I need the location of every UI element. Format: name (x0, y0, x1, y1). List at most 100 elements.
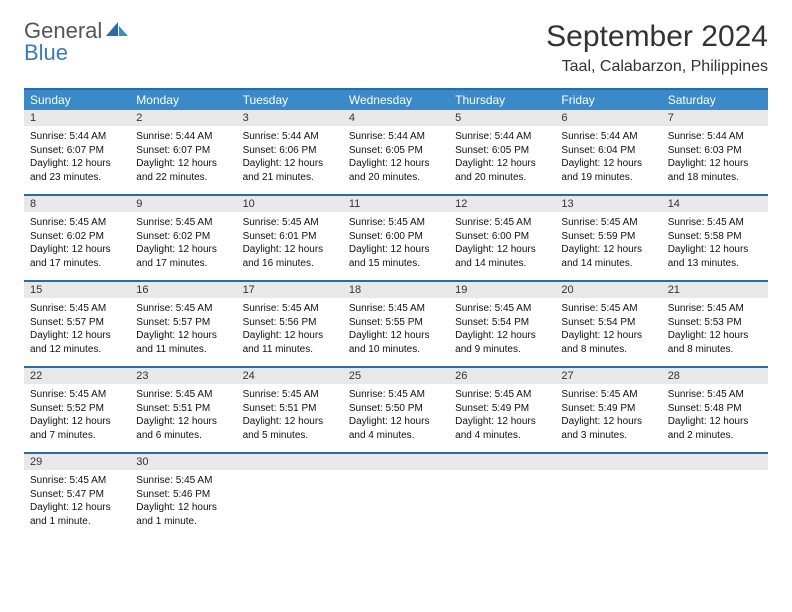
day-number: 12 (449, 196, 555, 212)
day-details: Sunrise: 5:45 AM Sunset: 5:57 PM Dayligh… (136, 302, 230, 356)
day-header-thursday: Thursday (449, 90, 555, 110)
day-number: 22 (24, 368, 130, 384)
week-row: 1234567 Sunrise: 5:44 AM Sunset: 6:07 PM … (24, 110, 768, 194)
day-cell: Sunrise: 5:45 AM Sunset: 5:58 PM Dayligh… (662, 212, 768, 280)
logo-text: General Blue (24, 20, 130, 64)
day-details: Sunrise: 5:45 AM Sunset: 5:47 PM Dayligh… (30, 474, 124, 528)
logo-sail-icon (104, 20, 130, 38)
day-cell: Sunrise: 5:45 AM Sunset: 5:55 PM Dayligh… (343, 298, 449, 366)
day-cell (449, 470, 555, 538)
day-cell: Sunrise: 5:45 AM Sunset: 5:50 PM Dayligh… (343, 384, 449, 452)
calendar: Sunday Monday Tuesday Wednesday Thursday… (24, 88, 768, 538)
day-number (555, 454, 661, 470)
day-number: 15 (24, 282, 130, 298)
day-header-friday: Friday (555, 90, 661, 110)
day-cell: Sunrise: 5:45 AM Sunset: 5:54 PM Dayligh… (449, 298, 555, 366)
day-number: 20 (555, 282, 661, 298)
day-cell: Sunrise: 5:45 AM Sunset: 6:01 PM Dayligh… (237, 212, 343, 280)
day-cell: Sunrise: 5:45 AM Sunset: 5:51 PM Dayligh… (130, 384, 236, 452)
day-number: 27 (555, 368, 661, 384)
day-details: Sunrise: 5:45 AM Sunset: 5:51 PM Dayligh… (136, 388, 230, 442)
day-cell: Sunrise: 5:44 AM Sunset: 6:06 PM Dayligh… (237, 126, 343, 194)
weeks-container: 1234567 Sunrise: 5:44 AM Sunset: 6:07 PM … (24, 110, 768, 538)
day-number: 4 (343, 110, 449, 126)
day-details: Sunrise: 5:45 AM Sunset: 5:49 PM Dayligh… (561, 388, 655, 442)
day-number: 3 (237, 110, 343, 126)
week-row: 2930 Sunrise: 5:45 AM Sunset: 5:47 PM Day… (24, 452, 768, 538)
day-number: 23 (130, 368, 236, 384)
header: General Blue September 2024 Taal, Calaba… (24, 20, 768, 76)
day-cell: Sunrise: 5:45 AM Sunset: 5:53 PM Dayligh… (662, 298, 768, 366)
day-cell: Sunrise: 5:45 AM Sunset: 5:51 PM Dayligh… (237, 384, 343, 452)
day-cell: Sunrise: 5:45 AM Sunset: 6:00 PM Dayligh… (343, 212, 449, 280)
daynum-row: 2930 (24, 454, 768, 470)
day-details: Sunrise: 5:45 AM Sunset: 5:54 PM Dayligh… (455, 302, 549, 356)
day-header-saturday: Saturday (662, 90, 768, 110)
day-cell: Sunrise: 5:44 AM Sunset: 6:07 PM Dayligh… (24, 126, 130, 194)
day-number: 16 (130, 282, 236, 298)
day-number: 21 (662, 282, 768, 298)
daynum-row: 1234567 (24, 110, 768, 126)
day-number: 14 (662, 196, 768, 212)
location: Taal, Calabarzon, Philippines (546, 58, 768, 76)
day-cell: Sunrise: 5:45 AM Sunset: 5:54 PM Dayligh… (555, 298, 661, 366)
day-header-sunday: Sunday (24, 90, 130, 110)
day-number: 2 (130, 110, 236, 126)
day-cell: Sunrise: 5:45 AM Sunset: 5:56 PM Dayligh… (237, 298, 343, 366)
day-details: Sunrise: 5:44 AM Sunset: 6:03 PM Dayligh… (668, 130, 762, 184)
week-row: 15161718192021Sunrise: 5:45 AM Sunset: 5… (24, 280, 768, 366)
day-cell: Sunrise: 5:45 AM Sunset: 6:02 PM Dayligh… (24, 212, 130, 280)
day-number: 28 (662, 368, 768, 384)
day-number: 24 (237, 368, 343, 384)
day-details: Sunrise: 5:45 AM Sunset: 6:00 PM Dayligh… (349, 216, 443, 270)
day-number: 9 (130, 196, 236, 212)
title-block: September 2024 Taal, Calabarzon, Philipp… (546, 20, 768, 76)
daynum-row: 891011121314 (24, 196, 768, 212)
month-title: September 2024 (546, 20, 768, 54)
day-details: Sunrise: 5:45 AM Sunset: 5:57 PM Dayligh… (30, 302, 124, 356)
logo-part2: Blue (24, 40, 68, 65)
day-number: 26 (449, 368, 555, 384)
day-number: 6 (555, 110, 661, 126)
day-number: 29 (24, 454, 130, 470)
day-details: Sunrise: 5:45 AM Sunset: 6:01 PM Dayligh… (243, 216, 337, 270)
day-cell: Sunrise: 5:45 AM Sunset: 5:57 PM Dayligh… (130, 298, 236, 366)
day-details: Sunrise: 5:45 AM Sunset: 5:53 PM Dayligh… (668, 302, 762, 356)
day-details: Sunrise: 5:45 AM Sunset: 5:52 PM Dayligh… (30, 388, 124, 442)
daynum-row: 15161718192021 (24, 282, 768, 298)
day-cell: Sunrise: 5:45 AM Sunset: 5:57 PM Dayligh… (24, 298, 130, 366)
day-number (343, 454, 449, 470)
logo: General Blue (24, 20, 130, 64)
day-details: Sunrise: 5:45 AM Sunset: 6:02 PM Dayligh… (30, 216, 124, 270)
day-details: Sunrise: 5:45 AM Sunset: 5:51 PM Dayligh… (243, 388, 337, 442)
day-number: 8 (24, 196, 130, 212)
day-cell (237, 470, 343, 538)
day-cell: Sunrise: 5:45 AM Sunset: 5:52 PM Dayligh… (24, 384, 130, 452)
day-cell: Sunrise: 5:45 AM Sunset: 6:00 PM Dayligh… (449, 212, 555, 280)
day-header-tuesday: Tuesday (237, 90, 343, 110)
day-details: Sunrise: 5:44 AM Sunset: 6:05 PM Dayligh… (349, 130, 443, 184)
day-number: 13 (555, 196, 661, 212)
day-header-wednesday: Wednesday (343, 90, 449, 110)
day-cell: Sunrise: 5:45 AM Sunset: 5:46 PM Dayligh… (130, 470, 236, 538)
day-number (237, 454, 343, 470)
day-details: Sunrise: 5:45 AM Sunset: 6:00 PM Dayligh… (455, 216, 549, 270)
day-header-monday: Monday (130, 90, 236, 110)
day-details: Sunrise: 5:44 AM Sunset: 6:06 PM Dayligh… (243, 130, 337, 184)
day-details: Sunrise: 5:44 AM Sunset: 6:07 PM Dayligh… (136, 130, 230, 184)
day-cell (662, 470, 768, 538)
day-cell: Sunrise: 5:45 AM Sunset: 6:02 PM Dayligh… (130, 212, 236, 280)
day-number (449, 454, 555, 470)
day-cell: Sunrise: 5:44 AM Sunset: 6:07 PM Dayligh… (130, 126, 236, 194)
day-cell (555, 470, 661, 538)
day-cell: Sunrise: 5:45 AM Sunset: 5:47 PM Dayligh… (24, 470, 130, 538)
week-row: 22232425262728Sunrise: 5:45 AM Sunset: 5… (24, 366, 768, 452)
day-cell: Sunrise: 5:45 AM Sunset: 5:49 PM Dayligh… (555, 384, 661, 452)
day-number: 7 (662, 110, 768, 126)
day-details: Sunrise: 5:44 AM Sunset: 6:04 PM Dayligh… (561, 130, 655, 184)
day-cell: Sunrise: 5:44 AM Sunset: 6:05 PM Dayligh… (449, 126, 555, 194)
day-details: Sunrise: 5:45 AM Sunset: 6:02 PM Dayligh… (136, 216, 230, 270)
day-details: Sunrise: 5:44 AM Sunset: 6:07 PM Dayligh… (30, 130, 124, 184)
day-details: Sunrise: 5:45 AM Sunset: 5:49 PM Dayligh… (455, 388, 549, 442)
day-details: Sunrise: 5:45 AM Sunset: 5:59 PM Dayligh… (561, 216, 655, 270)
